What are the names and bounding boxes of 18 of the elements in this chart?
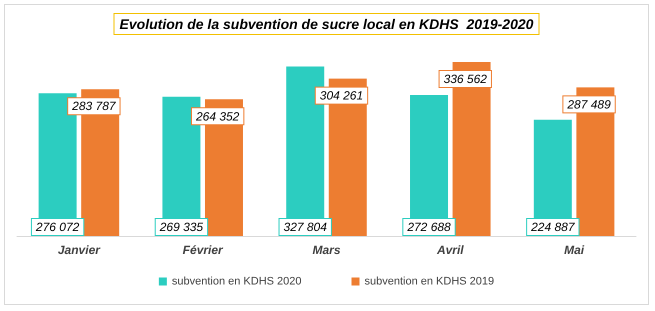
data-label: 276 072 <box>34 220 80 234</box>
data-label: 283 787 <box>71 99 117 114</box>
data-label: 269 335 <box>158 220 204 234</box>
legend-label: subvention en KDHS 2019 <box>364 276 494 288</box>
x-tick-label: Avril <box>436 243 464 257</box>
x-tick-label: Mai <box>564 243 585 257</box>
data-label: 264 352 <box>194 109 240 124</box>
x-tick-label: Février <box>182 243 224 257</box>
data-label: 287 489 <box>566 97 612 112</box>
data-label: 327 804 <box>284 220 328 234</box>
data-label: 336 562 <box>444 72 488 86</box>
legend-label: subvention en KDHS 2020 <box>172 276 302 288</box>
data-label: 272 688 <box>406 220 452 234</box>
data-label: 224 887 <box>530 220 576 234</box>
x-tick-label: Mars <box>312 243 341 257</box>
data-label: 304 261 <box>320 88 364 103</box>
x-tick-label: Janvier <box>58 243 102 257</box>
chart-title: Evolution de la subvention de sucre local en KDHS 2019-2020 <box>120 16 534 32</box>
